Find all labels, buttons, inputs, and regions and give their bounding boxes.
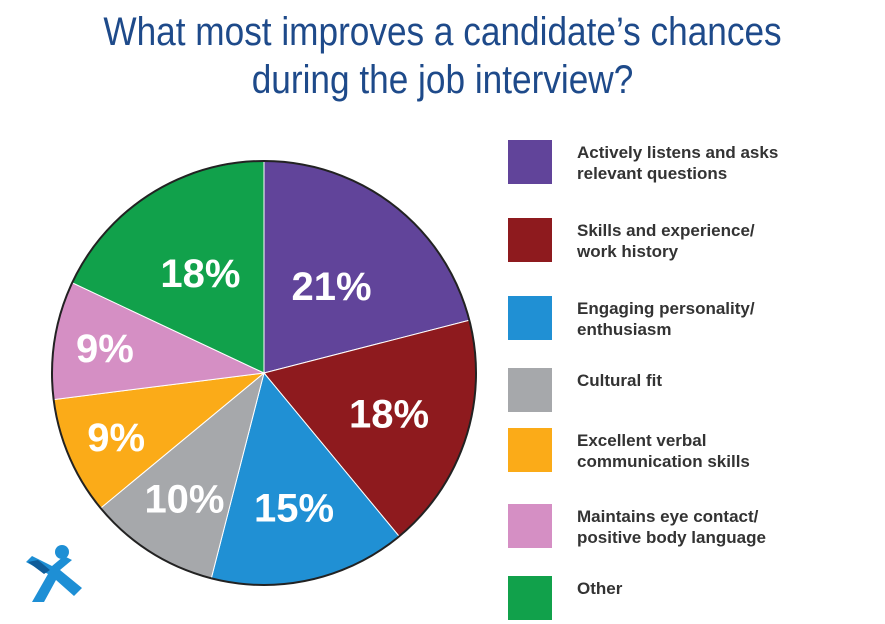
legend-item: Engaging personality/ enthusiasm [508, 296, 837, 342]
legend-label-line-1: Actively listens and asks [577, 143, 779, 162]
legend-label-line-1: Cultural fit [577, 371, 662, 390]
legend-swatch [508, 504, 552, 548]
chart-title: What most improves a candidate’s chances… [53, 8, 832, 104]
legend-label-line-2: enthusiasm [577, 320, 672, 339]
slice-data-label: 15% [254, 486, 334, 530]
slice-data-label: 18% [160, 252, 240, 296]
pie-outline [51, 160, 477, 586]
legend-item: Cultural fit [508, 368, 837, 414]
legend-label-line-2: work history [577, 242, 679, 261]
legend-label: Cultural fit [577, 370, 837, 391]
slice-data-label: 10% [144, 477, 224, 521]
slice-data-label: 9% [87, 416, 145, 460]
chart-title-line-1: What most improves a candidate’s chances [103, 10, 782, 54]
legend-item: Other [508, 576, 837, 622]
legend-swatch [508, 296, 552, 340]
legend-item: Maintains eye contact/ positive body lan… [508, 504, 837, 550]
legend-swatch [508, 218, 552, 262]
legend-label: Excellent verbal communication skills [577, 430, 837, 472]
legend-label: Maintains eye contact/ positive body lan… [577, 506, 837, 548]
slice-data-label: 21% [292, 265, 372, 309]
legend-label-line-2: relevant questions [577, 164, 728, 183]
person-x-logo-icon [26, 545, 82, 602]
legend-label-line-1: Engaging personality/ [577, 299, 755, 318]
legend-item: Skills and experience/ work history [508, 218, 837, 264]
legend-label-line-2: positive body language [577, 528, 766, 547]
legend-label-line-1: Other [577, 579, 623, 598]
chart-title-line-2: during the job interview? [251, 58, 634, 102]
legend-label-line-2: communication skills [577, 452, 750, 471]
legend-label: Actively listens and asks relevant quest… [577, 142, 837, 184]
legend-item: Actively listens and asks relevant quest… [508, 140, 837, 186]
legend-swatch [508, 428, 552, 472]
legend-label-line-1: Skills and experience/ [577, 221, 755, 240]
legend-swatch [508, 576, 552, 620]
legend-swatch [508, 140, 552, 184]
legend-swatch [508, 368, 552, 412]
legend-label-line-1: Excellent verbal [577, 431, 707, 450]
legend-label: Other [577, 578, 837, 599]
legend-label-line-1: Maintains eye contact/ [577, 507, 759, 526]
legend-label: Engaging personality/ enthusiasm [577, 298, 837, 340]
legend-item: Excellent verbal communication skills [508, 428, 837, 474]
legend-label: Skills and experience/ work history [577, 220, 837, 262]
slice-data-label: 9% [76, 327, 134, 371]
slice-data-label: 18% [349, 393, 429, 437]
